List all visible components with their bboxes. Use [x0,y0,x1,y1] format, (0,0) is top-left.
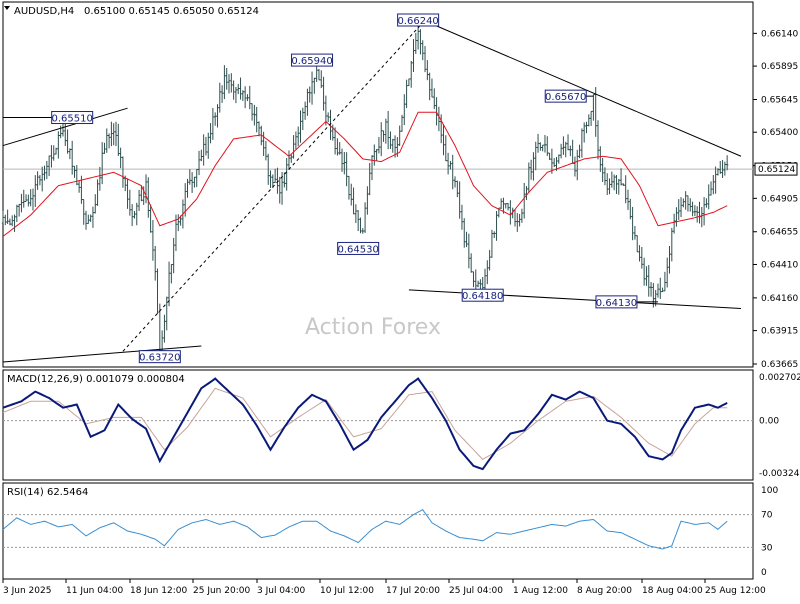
price-axis-tick-label: 0.64410 [761,260,798,270]
price-panel-header-symbol: AUDUSD,H4 [14,6,74,17]
macd-signal-line [2,387,728,461]
rsi-panel-header: RSI(14) 62.5464 [7,487,88,498]
swing-label: 0.65940 [291,56,332,67]
swing-label-box [461,288,504,302]
time-axis-tick-label: 3 Jul 04:00 [257,586,306,596]
swing-label-box [397,13,440,27]
time-axis-tick-label: 11 Jun 04:00 [66,586,123,596]
header-marker-icon [4,6,10,10]
swing-label-box [544,89,587,103]
current-price-label: 0.65124 [758,165,795,175]
price-layer: 0.65510 0.63720 0.65940 0.64530 0.66240 0.641… [1,13,753,364]
swing-label: 0.66240 [397,16,438,27]
rsi-axis-tick-label: 0 [761,568,767,578]
price-axis-tick-label: 0.63915 [761,327,798,337]
macd-axis-tick-label: 0.00 [759,417,779,427]
macd-layer [2,377,753,471]
trendline [122,22,424,352]
swing-label: 0.65670 [545,92,586,103]
swing-label-box [337,241,380,255]
price-axis-tick-label: 0.65895 [761,62,798,72]
time-axis-tick-label: 1 Aug 12:00 [513,586,568,596]
swing-label-box [138,350,181,364]
swing-label-box [291,53,334,67]
rsi-layer [2,509,753,550]
trendline [422,19,742,157]
axis-layer: 0.661400.658950.656450.654000.651500.649… [2,29,800,596]
price-axis-tick-label: 0.63665 [761,360,798,370]
time-axis-tick-label: 25 Aug 12:00 [705,586,766,596]
swing-label: 0.64530 [337,244,378,255]
rsi-line [2,509,728,550]
macd-line [2,377,728,471]
macd-axis-tick-label: 0.002702 [759,373,800,383]
price-panel-header-ohlc: 0.65100 0.65145 0.65050 0.65124 [84,6,259,17]
time-axis-tick-label: 8 Aug 20:00 [577,586,632,596]
rsi-axis-tick-label: 30 [761,543,773,553]
price-axis-tick-label: 0.64905 [761,194,798,204]
trendline [408,289,742,310]
trendline [2,107,128,147]
time-axis-tick-label: 25 Jul 04:00 [449,586,503,596]
time-axis-tick-label: 18 Aug 04:00 [642,586,703,596]
time-axis-tick-label: 17 Jul 20:00 [386,586,440,596]
rsi-panel-frame [2,482,754,580]
swing-label: 0.65510 [52,114,93,125]
rsi-axis-tick-label: 100 [761,486,778,496]
time-axis-tick-label: 10 Jul 12:00 [320,586,374,596]
watermark: Action Forex [305,315,441,340]
rsi-axis-tick-label: 70 [761,511,773,521]
time-axis-tick-label: 18 Jun 12:00 [130,586,187,596]
swing-label: 0.64180 [462,291,503,302]
price-panel-frame [2,1,754,368]
swing-label: 0.63720 [139,353,180,364]
time-axis-tick-label: 3 Jun 2025 [3,586,51,596]
price-axis-tick-label: 0.65645 [761,95,798,105]
macd-panel-header: MACD(12,26,9) 0.001079 0.000804 [7,374,185,385]
swing-label-box [595,295,638,309]
macd-panel-frame [2,369,754,481]
price-axis-tick-label: 0.64655 [761,228,798,238]
price-axis-tick-label: 0.65400 [761,128,798,138]
current-price-badge [754,162,798,176]
time-axis-tick-label: 25 Jun 20:00 [193,586,250,596]
price-axis-tick-label: 0.66140 [761,29,798,39]
moving-average-line [2,111,728,237]
swing-label: 0.64130 [596,298,637,309]
swing-label-box [51,111,94,125]
trendline [2,345,202,363]
price-axis-tick-label: 0.64160 [761,294,798,304]
